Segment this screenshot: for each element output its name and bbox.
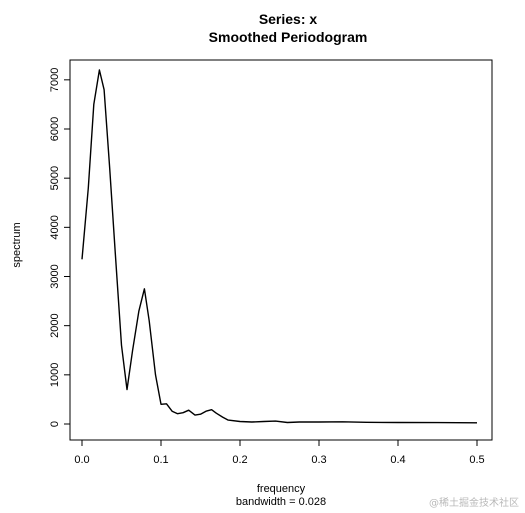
y-tick-label: 4000 [49,215,61,239]
y-axis-label: spectrum [11,222,23,267]
y-tick-label: 1000 [49,363,61,387]
x-tick-label: 0.0 [74,454,89,466]
x-axis-label: frequency [257,483,306,495]
y-axis: 0 1000 2000 3000 4000 5000 6000 7000 [49,68,71,427]
y-tick-label: 5000 [49,166,61,190]
x-tick-label: 0.5 [469,454,484,466]
y-tick-label: 7000 [49,68,61,92]
chart-title: Series: x [259,11,318,27]
bandwidth-label: bandwidth = 0.028 [236,496,326,508]
y-tick-label: 6000 [49,117,61,141]
spectrum-line [81,69,478,424]
watermark: @稀土掘金技术社区 [429,498,519,509]
x-tick-label: 0.2 [232,454,247,466]
x-tick-label: 0.3 [311,454,326,466]
x-tick-label: 0.4 [390,454,405,466]
plot-frame [69,59,493,441]
x-tick-label: 0.1 [153,454,168,466]
y-tick-label: 0 [49,421,61,427]
chart-subtitle: Smoothed Periodogram [209,29,368,45]
y-tick-label: 3000 [49,264,61,288]
x-axis: 0.0 0.1 0.2 0.3 0.4 0.5 [74,439,485,466]
y-tick-label: 2000 [49,313,61,337]
